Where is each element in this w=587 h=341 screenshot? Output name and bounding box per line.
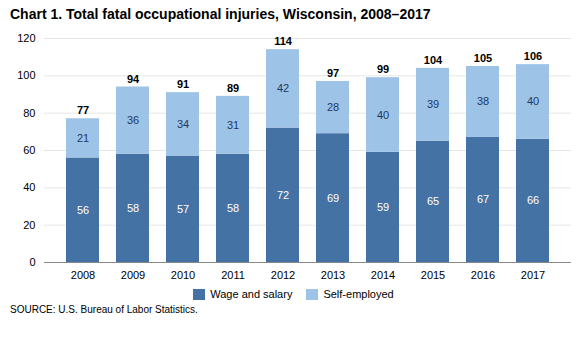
html-text:SOURCE: U.S. Bureau of Labor S: SOURCE: U.S. Bureau of Labor Statistics.	[10, 304, 198, 315]
svg-text:21: 21	[77, 132, 89, 144]
svg-text:31: 31	[227, 119, 239, 131]
svg-text:20: 20	[23, 219, 35, 231]
svg-text:42: 42	[277, 82, 289, 94]
svg-text:58: 58	[127, 202, 139, 214]
svg-text:60: 60	[23, 144, 35, 156]
svg-text:2014: 2014	[371, 269, 395, 281]
svg-text:66: 66	[527, 194, 539, 206]
svg-text:99: 99	[377, 63, 389, 75]
svg-text:2013: 2013	[321, 269, 345, 281]
svg-text:40: 40	[377, 109, 389, 121]
svg-text:77: 77	[77, 104, 89, 116]
svg-text:114: 114	[274, 35, 293, 47]
html-text:Wage and salary: Wage and salary	[210, 288, 293, 300]
svg-text:89: 89	[227, 82, 239, 94]
html-text:Self-employed: Self-employed	[323, 288, 394, 300]
svg-text:28: 28	[327, 101, 339, 113]
svg-text:2011: 2011	[221, 269, 245, 281]
svg-text:58: 58	[227, 202, 239, 214]
svg-text:106: 106	[524, 50, 542, 62]
svg-text:2008: 2008	[71, 269, 95, 281]
svg-text:105: 105	[474, 52, 492, 64]
svg-text:91: 91	[177, 78, 189, 90]
svg-text:65: 65	[427, 195, 439, 207]
svg-text:40: 40	[23, 181, 35, 193]
svg-text:2016: 2016	[471, 269, 495, 281]
svg-text:2009: 2009	[121, 269, 145, 281]
svg-text:2015: 2015	[421, 269, 445, 281]
svg-text:100: 100	[17, 69, 35, 81]
svg-text:36: 36	[127, 114, 139, 126]
svg-text:2010: 2010	[171, 269, 195, 281]
svg-text:56: 56	[77, 204, 89, 216]
svg-text:2012: 2012	[271, 269, 295, 281]
svg-text:120: 120	[17, 32, 35, 44]
svg-text:80: 80	[23, 107, 35, 119]
svg-text:59: 59	[377, 201, 389, 213]
svg-text:38: 38	[477, 95, 489, 107]
html-text:Chart 1. Total fatal occupatio: Chart 1. Total fatal occupational injuri…	[10, 6, 431, 22]
svg-text:39: 39	[427, 98, 439, 110]
svg-text:67: 67	[477, 193, 489, 205]
svg-text:2017: 2017	[521, 269, 545, 281]
svg-text:34: 34	[177, 118, 189, 130]
svg-text:40: 40	[527, 95, 539, 107]
svg-text:94: 94	[127, 73, 140, 85]
svg-text:97: 97	[327, 67, 339, 79]
svg-text:72: 72	[277, 189, 289, 201]
svg-text:104: 104	[424, 54, 443, 66]
svg-text:69: 69	[327, 192, 339, 204]
svg-text:0: 0	[29, 256, 35, 268]
svg-text:57: 57	[177, 203, 189, 215]
